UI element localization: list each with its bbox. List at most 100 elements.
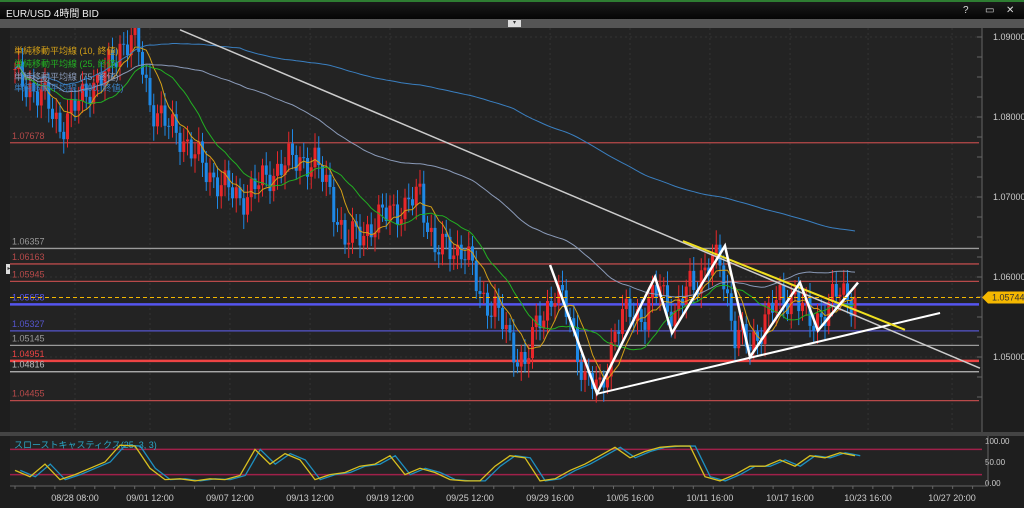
collapse-toggle-button[interactable]: ▾ xyxy=(508,20,521,27)
candle-body xyxy=(58,112,62,132)
candle-body xyxy=(126,44,129,56)
time-tick-label: 09/07 12:00 xyxy=(206,493,254,503)
candle-body xyxy=(677,298,681,311)
time-tick-label: 10/17 16:00 xyxy=(766,493,814,503)
candle-body xyxy=(703,267,707,271)
close-button[interactable]: ✕ xyxy=(1006,5,1015,16)
candle-body xyxy=(283,165,287,175)
candle-body xyxy=(114,62,118,67)
candle-body xyxy=(36,91,39,106)
candle-body xyxy=(189,139,193,159)
candle-body xyxy=(782,284,786,305)
candle-body xyxy=(81,83,84,102)
candle-body xyxy=(294,154,298,171)
candle-body xyxy=(317,147,321,166)
candle-body xyxy=(486,292,489,316)
candle-body xyxy=(369,224,373,238)
candle-body xyxy=(561,284,564,291)
time-tick-label: 10/27 20:00 xyxy=(928,493,976,503)
candle-body xyxy=(43,82,47,90)
candle-body xyxy=(216,177,219,197)
price-tick-label: 1.08000 xyxy=(993,112,1024,122)
candle-body xyxy=(437,252,441,255)
candle-body xyxy=(441,233,444,255)
candle-body xyxy=(714,244,718,256)
candle-body xyxy=(234,187,238,199)
candle-body xyxy=(609,342,613,377)
candle-body xyxy=(246,197,249,215)
candle-body xyxy=(831,283,834,303)
candle-body xyxy=(549,300,553,307)
candle-body xyxy=(722,265,726,290)
candle-body xyxy=(564,290,568,317)
candle-body xyxy=(13,69,17,70)
candle-body xyxy=(512,332,516,363)
candle-body xyxy=(62,131,66,140)
trendline xyxy=(179,29,981,369)
candle-body xyxy=(174,114,178,133)
candle-body xyxy=(763,314,767,345)
time-tick-label: 09/25 12:00 xyxy=(446,493,494,503)
time-tick-label: 10/11 16:00 xyxy=(687,493,734,503)
sma-line-10 xyxy=(14,46,856,380)
candle-body xyxy=(306,158,309,177)
candle-body xyxy=(204,162,208,183)
help-button[interactable]: ? xyxy=(963,5,969,16)
candle-body xyxy=(122,43,126,45)
candle-body xyxy=(332,186,336,223)
side-panel-toggle-button[interactable]: ▸ xyxy=(6,264,12,274)
candle-body xyxy=(534,315,538,328)
candle-body xyxy=(96,75,99,83)
candle-body xyxy=(654,284,658,297)
sma-line-25 xyxy=(14,64,856,351)
candle-body xyxy=(662,285,666,287)
candle-body xyxy=(459,244,463,260)
candle-body xyxy=(347,242,351,245)
candle-body xyxy=(193,154,197,159)
candle-body xyxy=(186,139,189,142)
candle-body xyxy=(448,236,452,260)
candle-body xyxy=(373,232,377,238)
candle-body xyxy=(546,300,549,321)
level-label: 1.04816 xyxy=(12,360,45,370)
price-tick-label: 1.07000 xyxy=(993,192,1024,202)
price-chart[interactable]: 1.09000 1.08000 1.07000 1.06000 1.05000 1.076… xyxy=(0,28,1024,508)
candle-body xyxy=(257,185,261,190)
candle-body xyxy=(28,82,32,98)
candle-body xyxy=(771,302,774,313)
candle-body xyxy=(328,174,332,187)
candle-body xyxy=(801,302,804,312)
candle-body xyxy=(572,318,576,327)
time-tick-label: 09/13 12:00 xyxy=(286,493,334,503)
candle-body xyxy=(647,298,651,330)
candle-body xyxy=(171,114,174,127)
maximize-button[interactable]: ▭ xyxy=(985,5,995,16)
candle-body xyxy=(182,141,186,152)
candle-body xyxy=(92,82,96,105)
candle-body xyxy=(99,75,103,86)
legend-sma-200: 単純移動平均線 (200, 終値) xyxy=(14,83,124,93)
candle-body xyxy=(583,371,587,380)
candle-body xyxy=(212,172,216,178)
candle-body xyxy=(793,291,797,295)
candle-body xyxy=(73,98,77,111)
candle-body xyxy=(688,270,692,287)
candle-body xyxy=(137,28,141,52)
candle-body xyxy=(366,224,369,236)
candle-body xyxy=(527,358,531,364)
candle-body xyxy=(444,233,448,237)
candle-body xyxy=(291,143,294,155)
current-price-label: 1.05744 xyxy=(992,292,1024,302)
candle-body xyxy=(699,270,703,294)
candle-body xyxy=(842,283,846,295)
trendline xyxy=(596,312,941,395)
candle-body xyxy=(504,324,508,330)
candle-body xyxy=(24,86,28,98)
legend-sma-75: 単純移動平均線 (75, 終値) xyxy=(14,72,119,82)
candle-body xyxy=(163,105,167,126)
candle-body xyxy=(129,35,133,56)
candle-body xyxy=(838,294,842,297)
candle-body xyxy=(576,326,579,363)
oscillator-tick-label: 100.00 xyxy=(985,437,1010,446)
level-label: 1.07678 xyxy=(12,131,45,141)
